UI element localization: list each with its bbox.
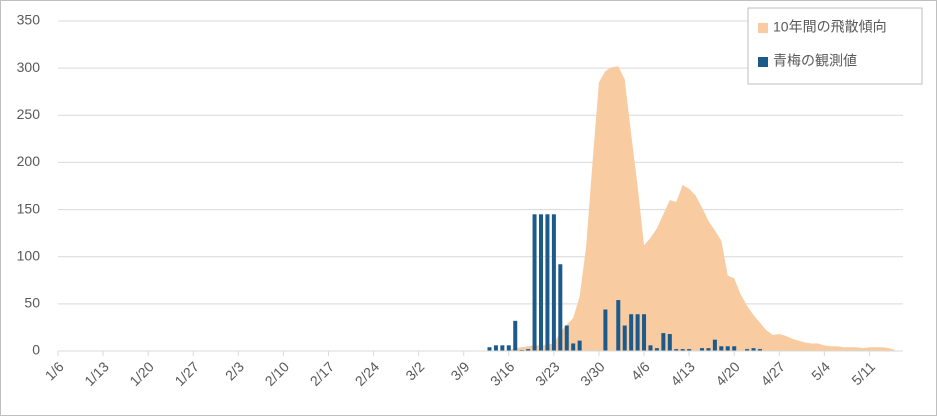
bar (757, 349, 762, 351)
bar (506, 345, 511, 351)
bar (545, 214, 550, 351)
bar (706, 348, 711, 351)
bar (725, 346, 730, 351)
y-tick-label: 100 (17, 247, 41, 263)
bar (680, 349, 685, 351)
bar (674, 349, 679, 351)
bar (642, 314, 647, 351)
bar (700, 348, 704, 351)
y-tick-label: 250 (17, 106, 41, 122)
bar (719, 346, 724, 351)
legend-label: 青梅の観測値 (773, 53, 857, 69)
bar (616, 300, 621, 351)
y-tick-label: 50 (24, 295, 40, 311)
bar (648, 345, 653, 351)
bar (622, 325, 627, 351)
area (58, 66, 896, 351)
y-tick-label: 200 (17, 153, 41, 169)
bar (487, 347, 492, 351)
bar (493, 345, 498, 351)
bar (732, 346, 737, 351)
y-tick-label: 300 (17, 59, 41, 75)
bar (745, 349, 750, 351)
legend-swatch (758, 23, 768, 33)
bar (526, 349, 531, 351)
bar (635, 314, 640, 351)
y-tick-label: 0 (32, 342, 40, 358)
y-tick-label: 150 (17, 200, 41, 216)
bar (513, 320, 518, 351)
bar (571, 343, 576, 351)
bar (564, 325, 569, 351)
bar (500, 345, 505, 351)
bar (661, 333, 666, 351)
bar (551, 214, 556, 351)
legend-box (747, 7, 923, 85)
legend-label: 10年間の飛散傾向 (773, 19, 887, 35)
bar (577, 340, 582, 351)
bar (751, 348, 756, 351)
bar (712, 339, 717, 351)
bar (629, 314, 634, 351)
bar (654, 348, 659, 351)
bar (539, 214, 543, 351)
bar (603, 309, 608, 351)
bar (532, 214, 537, 351)
bar (687, 349, 692, 351)
y-tick-label: 350 (17, 12, 41, 28)
bar (558, 264, 563, 351)
bar (667, 334, 672, 351)
legend-swatch (758, 57, 768, 67)
